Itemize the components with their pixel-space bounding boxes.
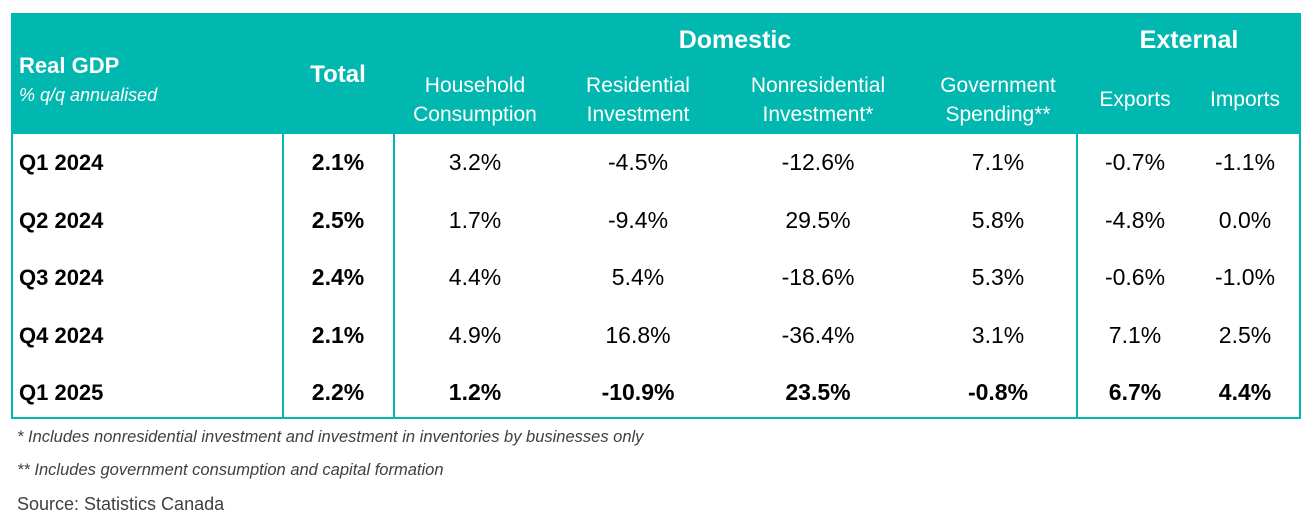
table-row: Q1 2024 2.1% 3.2% -4.5% -12.6% 7.1% -0.7% -1.1% (13, 134, 1299, 191)
table-subtitle: % q/q annualised (19, 85, 158, 105)
table-row: Q1 2025 2.2% 1.2% -10.9% 23.5% -0.8% 6.7% 4.4% (13, 364, 1299, 421)
cell-nonresidential-investment: -36.4% (781, 321, 855, 348)
cell-exports: -0.6% (1104, 264, 1166, 290)
col-header-nonresidential-investment: Nonresidential Investment* (750, 74, 886, 126)
cell-imports: 0.0% (1218, 206, 1272, 233)
cell-residential-investment: -4.5% (607, 149, 669, 175)
cell-government-spending: -0.8% (967, 379, 1029, 405)
cell-residential-investment: 5.4% (611, 264, 665, 290)
cell-exports: -0.7% (1104, 149, 1166, 175)
cell-government-spending: 5.8% (971, 206, 1025, 233)
col-header-imports: Imports (1209, 88, 1280, 111)
row-label: Q3 2024 (19, 265, 104, 290)
cell-imports: 2.5% (1218, 321, 1272, 348)
row-label: Q1 2025 (19, 380, 104, 405)
cell-imports: -1.0% (1214, 264, 1276, 290)
divider-label-total (282, 134, 284, 417)
row-label: Q1 2024 (19, 150, 104, 175)
cell-residential-investment: -10.9% (601, 379, 675, 405)
source-note: Source: Statistics Canada (17, 494, 225, 514)
table-row: Q3 2024 2.4% 4.4% 5.4% -18.6% 5.3% -0.6% -1.0% (13, 249, 1299, 306)
external-group-header: External (1139, 26, 1239, 54)
cell-government-spending: 7.1% (971, 149, 1025, 175)
col-header-residential-investment: Residential Investment (586, 74, 690, 126)
cell-residential-investment: -9.4% (607, 206, 669, 233)
cell-household-consumption: 1.7% (448, 206, 502, 233)
cell-household-consumption: 1.2% (448, 379, 502, 405)
col-header-exports: Exports (1099, 88, 1171, 111)
cell-residential-investment: 16.8% (605, 321, 671, 348)
table-row: Q4 2024 2.1% 4.9% 16.8% -36.4% 3.1% 7.1% 2.5% (13, 307, 1299, 364)
cell-nonresidential-investment: 23.5% (785, 379, 851, 405)
cell-nonresidential-investment: 29.5% (785, 206, 851, 233)
footnote-2: ** Includes government consumption and c… (17, 461, 444, 479)
divider-total-domestic (393, 134, 395, 417)
cell-household-consumption: 4.4% (448, 264, 502, 290)
table-header: Real GDP % q/q annualised Total Domestic… (13, 15, 1299, 134)
cell-nonresidential-investment: -12.6% (781, 149, 855, 175)
table-row: Q2 2024 2.5% 1.7% -9.4% 29.5% 5.8% -4.8% 0.0% (13, 192, 1299, 249)
cell-household-consumption: 3.2% (448, 149, 502, 175)
cell-total: 2.1% (311, 321, 365, 348)
cell-government-spending: 3.1% (971, 321, 1025, 348)
cell-total: 2.4% (311, 264, 365, 290)
domestic-group-header: Domestic (678, 26, 792, 54)
col-header-household-consumption: Household Consumption (413, 74, 537, 126)
cell-imports: 4.4% (1218, 379, 1272, 405)
gdp-table: Real GDP % q/q annualised Total Domestic… (11, 13, 1301, 419)
row-label: Q4 2024 (19, 322, 104, 348)
cell-imports: -1.1% (1214, 149, 1276, 175)
col-header-government-spending: Government Spending** (940, 74, 1056, 126)
cell-household-consumption: 4.9% (448, 321, 502, 348)
table-title: Real GDP (19, 53, 120, 78)
cell-government-spending: 5.3% (971, 264, 1025, 290)
cell-nonresidential-investment: -18.6% (781, 264, 855, 290)
total-header: Total (310, 61, 366, 88)
cell-exports: 7.1% (1108, 321, 1162, 348)
cell-exports: -4.8% (1104, 206, 1166, 233)
cell-total: 2.2% (311, 379, 365, 405)
cell-total: 2.1% (311, 149, 365, 175)
cell-exports: 6.7% (1108, 379, 1162, 405)
row-label: Q2 2024 (19, 207, 104, 233)
cell-total: 2.5% (311, 206, 365, 233)
divider-domestic-external (1076, 134, 1078, 417)
footnote-1: * Includes nonresidential investment and… (17, 428, 644, 446)
